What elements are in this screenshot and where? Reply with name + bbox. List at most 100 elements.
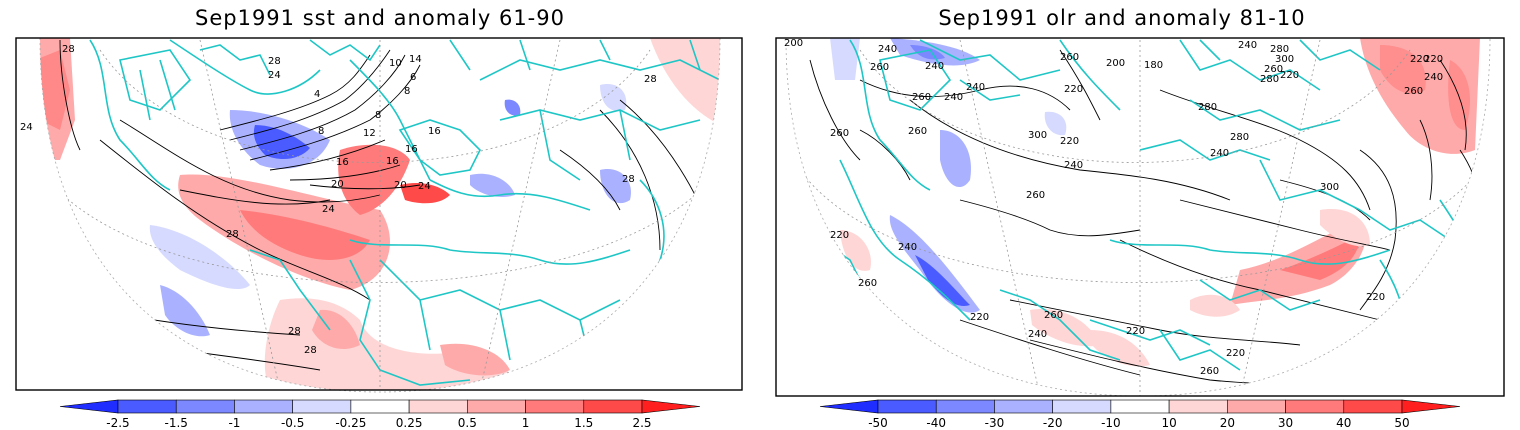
- contour-label: 28: [622, 174, 635, 185]
- colorbar-tick-label: 10: [1161, 416, 1176, 430]
- contour-label: 220: [1410, 54, 1429, 65]
- olr-contours: [779, 49, 1485, 385]
- colorbar-segment: [175, 399, 235, 414]
- contour-label: 28: [62, 44, 75, 55]
- colorbar-segment: [525, 399, 585, 414]
- contour-label: 28: [288, 326, 301, 337]
- contour-label: 20: [331, 179, 344, 190]
- contour-label: 16: [405, 144, 418, 155]
- colorbar-tick-label: 30: [1278, 416, 1293, 430]
- contour-label: 260: [908, 126, 927, 137]
- contour-label: 16: [428, 126, 441, 137]
- contour-label: 8: [318, 126, 324, 137]
- contour-label: 28: [226, 229, 239, 240]
- colorbar-segment: [1227, 399, 1286, 414]
- map-title: Sep1991 olr and anomaly 81-10: [938, 6, 1306, 30]
- olr-map-frame: [775, 37, 1505, 397]
- colorbar-segment: [935, 399, 995, 414]
- contour-label: 10: [389, 58, 402, 69]
- contour-label: 200: [1106, 58, 1125, 69]
- contour-label: 220: [830, 230, 849, 241]
- contour-label: 4: [314, 89, 320, 100]
- colorbar-tick-label: 0.25: [396, 416, 423, 430]
- colorbar-tick-label: 2.5: [632, 416, 651, 430]
- contour-label: 28: [268, 56, 281, 67]
- colorbar-segment: [117, 399, 177, 414]
- colorbar-tick-label: 0.5: [458, 416, 477, 430]
- colorbar-tick-label: -30: [985, 416, 1005, 430]
- contour-label: 280: [1230, 132, 1249, 143]
- contour-label: 240: [1028, 329, 1047, 340]
- contour-label: 240: [1210, 148, 1229, 159]
- olr-contour-labels: 200 240 260 240 260 200 180 220 240 240 …: [784, 38, 1443, 377]
- colorbar-tick-label: 40: [1336, 416, 1351, 430]
- contour-label: 260: [1044, 310, 1063, 321]
- colorbar-tick-label: 1: [522, 416, 530, 430]
- contour-label: 220: [1280, 70, 1299, 81]
- contour-label: 240: [898, 242, 917, 253]
- contour-label: 6: [410, 72, 416, 83]
- colorbar-segment: [292, 399, 352, 414]
- contour-label: 260: [870, 62, 889, 73]
- contour-label: 14: [409, 54, 422, 65]
- contour-label: 240: [1424, 72, 1443, 83]
- contour-label: 28: [644, 74, 657, 85]
- contour-label: 220: [1366, 292, 1385, 303]
- olr-anomaly-shading: [779, 38, 1491, 396]
- colorbar-segment: [1110, 399, 1170, 414]
- map-title: Sep1991 sst and anomaly 61-90: [195, 6, 565, 30]
- sst-map-mask: [16, 38, 742, 392]
- colorbar-tick-label: 1.5: [574, 416, 593, 430]
- sst-map-panel: Sep1991 sst and anomaly 61-90: [15, 6, 743, 430]
- contour-label: 220: [1060, 136, 1079, 147]
- contour-label: 20: [394, 180, 407, 191]
- contour-label: 240: [925, 61, 944, 72]
- colorbar-tick-label: -1: [228, 416, 240, 430]
- colorbar-tick-label: -20: [1043, 416, 1063, 430]
- olr-graticule: [799, 39, 1481, 396]
- contour-label: 220: [1424, 54, 1443, 65]
- contour-label: 260: [1264, 64, 1283, 75]
- sst-map-frame: [15, 37, 743, 391]
- sst-graticule: [39, 39, 721, 390]
- colorbar-tick-label: -0.5: [281, 416, 304, 430]
- contour-label: 24: [418, 181, 431, 192]
- contour-label: 24: [322, 204, 335, 215]
- contour-label: 240: [966, 82, 985, 93]
- contour-label: 260: [1060, 52, 1079, 63]
- olr-colorbar: -50 -40 -30 -20 -10 10 20 30 40 50: [819, 399, 1461, 430]
- contour-label: 220: [1126, 326, 1145, 337]
- contour-label: 16: [386, 156, 399, 167]
- colorbar-segment: [877, 399, 937, 414]
- colorbar-segment: [59, 399, 119, 414]
- olr-map-panel: Sep1991 olr and anomaly 81-10: [760, 0, 1520, 430]
- colorbar-tick-label: -1.5: [165, 416, 188, 430]
- contour-label: 24: [20, 122, 33, 133]
- contour-label: 300: [1320, 182, 1339, 193]
- contour-label: 12: [363, 128, 376, 139]
- colorbar-segment: [819, 399, 879, 414]
- sst-map-edge: [39, 37, 721, 393]
- colorbar-tick-label: -2.5: [106, 416, 129, 430]
- contour-label: 16: [336, 157, 349, 168]
- colorbar-segment: [1285, 399, 1345, 414]
- colorbar-segment: [467, 399, 526, 414]
- contour-label: 8: [375, 110, 381, 121]
- contour-label: 260: [912, 92, 931, 103]
- sst-anomaly-shading: [16, 38, 742, 390]
- contour-label: 220: [970, 312, 989, 323]
- sst-colorbar: -2.5 -1.5 -1 -0.5 -0.25 0.25 0.5 1 1.5 2.5: [59, 399, 701, 430]
- colorbar-segment: [1052, 399, 1112, 414]
- colorbar-tick-label: -10: [1101, 416, 1121, 430]
- colorbar-segment: [1401, 399, 1461, 414]
- colorbar-tick-label: -40: [926, 416, 946, 430]
- colorbar-segment: [1168, 399, 1228, 414]
- contour-label: 180: [1144, 60, 1163, 71]
- contour-label: 260: [1404, 86, 1423, 97]
- colorbar-segment: [350, 399, 410, 414]
- contour-label: 300: [1275, 54, 1294, 65]
- contour-label: 260: [858, 278, 877, 289]
- colorbar-segment: [583, 399, 643, 414]
- contour-label: 24: [268, 70, 281, 81]
- contour-label: 240: [1064, 160, 1083, 171]
